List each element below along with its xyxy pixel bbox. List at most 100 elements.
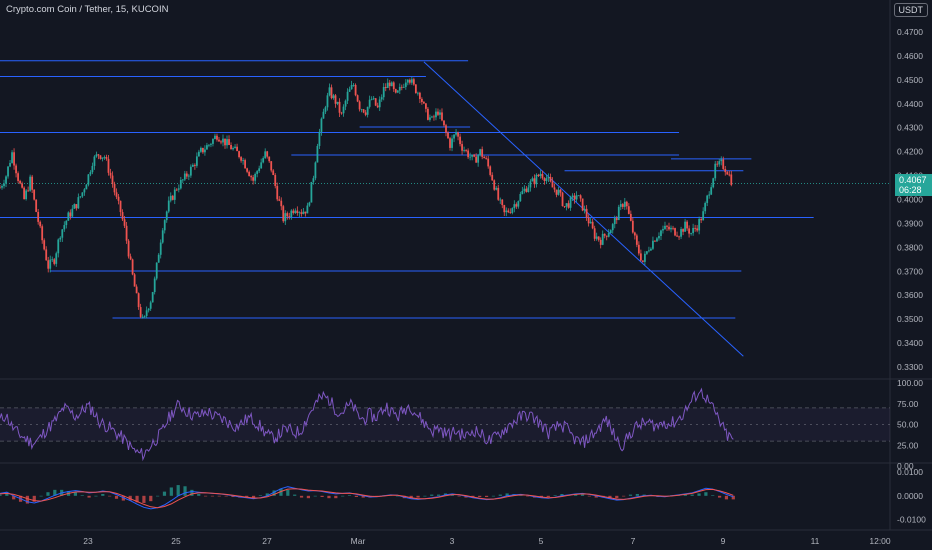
candle-body (49, 260, 51, 269)
macd-histogram-bar (177, 485, 180, 496)
candle-body (439, 112, 441, 114)
time-tick-label: 11 (811, 536, 820, 546)
candle-body (497, 188, 499, 200)
candle-body (718, 161, 720, 164)
macd-line (0, 487, 733, 509)
candle-body (0, 188, 1, 189)
candle-body (73, 204, 75, 209)
macd-histogram-bar (554, 495, 557, 496)
candle-body (198, 152, 200, 157)
candle-body (194, 165, 196, 166)
candle-body (317, 146, 319, 162)
rsi-tick-label: 25.00 (897, 440, 919, 450)
candle-body (584, 209, 586, 211)
candle-body (85, 185, 87, 190)
macd-histogram-bar (0, 495, 2, 496)
candle-body (455, 132, 457, 134)
candle-body (11, 152, 13, 163)
candle-body (240, 157, 242, 161)
candle-body (232, 148, 234, 149)
candle-body (57, 240, 59, 254)
candle-body (459, 137, 461, 144)
macd-histogram-bar (108, 496, 111, 497)
candle-body (483, 157, 485, 158)
candle-body (712, 178, 714, 187)
candle-body (608, 233, 610, 237)
price-tick-label: 0.4400 (897, 99, 923, 109)
candle-body (208, 145, 210, 146)
candle-body (242, 160, 244, 161)
last-price-badge: 0.4067 06:28 (895, 174, 932, 196)
candle-body (423, 102, 425, 103)
candle-body (499, 200, 501, 201)
macd-tick-label: -0.0100 (897, 515, 926, 525)
candle-body (200, 148, 202, 152)
candle-body (624, 202, 626, 207)
candle-body (640, 253, 642, 260)
macd-histogram-bar (259, 495, 262, 496)
candle-body (102, 158, 104, 159)
candle-body (1, 186, 3, 188)
candle-body (256, 171, 258, 174)
candle-body (590, 222, 592, 224)
candle-body (65, 221, 67, 225)
candle-body (106, 157, 108, 159)
candle-body (616, 218, 618, 220)
candle-body (515, 204, 517, 206)
macd-histogram-bar (615, 496, 618, 498)
candle-body (304, 212, 306, 214)
candle-body (684, 222, 686, 232)
macd-histogram-bar (423, 496, 426, 497)
time-tick-label: 9 (721, 536, 726, 546)
candle-body (602, 234, 604, 245)
candle-body (140, 307, 142, 317)
candle-body (226, 139, 228, 145)
candle-body (292, 211, 294, 213)
candle-body (542, 174, 544, 178)
candle-body (190, 167, 192, 176)
bar-countdown: 06:28 (899, 185, 932, 195)
macd-histogram-bar (485, 496, 488, 497)
candle-body (21, 183, 23, 187)
candle-body (550, 177, 552, 181)
candle-body (319, 132, 321, 146)
candle-body (411, 79, 413, 82)
candle-body (294, 211, 296, 213)
macd-histogram-bar (636, 494, 639, 496)
macd-histogram-bar (355, 496, 358, 497)
candle-body (274, 175, 276, 186)
candle-body (503, 205, 505, 212)
candle-body (630, 214, 632, 221)
candle-body (381, 97, 383, 99)
candle-body (250, 176, 252, 177)
candle-body (134, 274, 136, 286)
candle-body (564, 206, 566, 207)
candle-body (126, 226, 128, 241)
candle-body (142, 317, 144, 318)
candle-body (63, 225, 65, 229)
candle-body (158, 255, 160, 263)
candle-body (178, 188, 180, 189)
candle-body (146, 310, 148, 316)
candle-body (453, 135, 455, 139)
candle-body (726, 172, 728, 174)
candle-body (47, 260, 49, 268)
candle-body (377, 106, 379, 108)
macd-histogram-bar (581, 495, 584, 496)
candle-body (622, 204, 624, 207)
candle-body (670, 228, 672, 229)
candle-body (534, 178, 536, 184)
macd-histogram-bar (211, 496, 214, 497)
candle-body (463, 150, 465, 151)
candle-body (598, 237, 600, 240)
candle-body (519, 194, 521, 201)
candle-body (558, 190, 560, 195)
candle-body (650, 249, 652, 251)
candle-body (407, 80, 409, 83)
candle-body (100, 155, 102, 158)
candle-body (489, 166, 491, 175)
candle-body (511, 208, 513, 213)
candle-body (385, 87, 387, 88)
candle-body (138, 293, 140, 307)
